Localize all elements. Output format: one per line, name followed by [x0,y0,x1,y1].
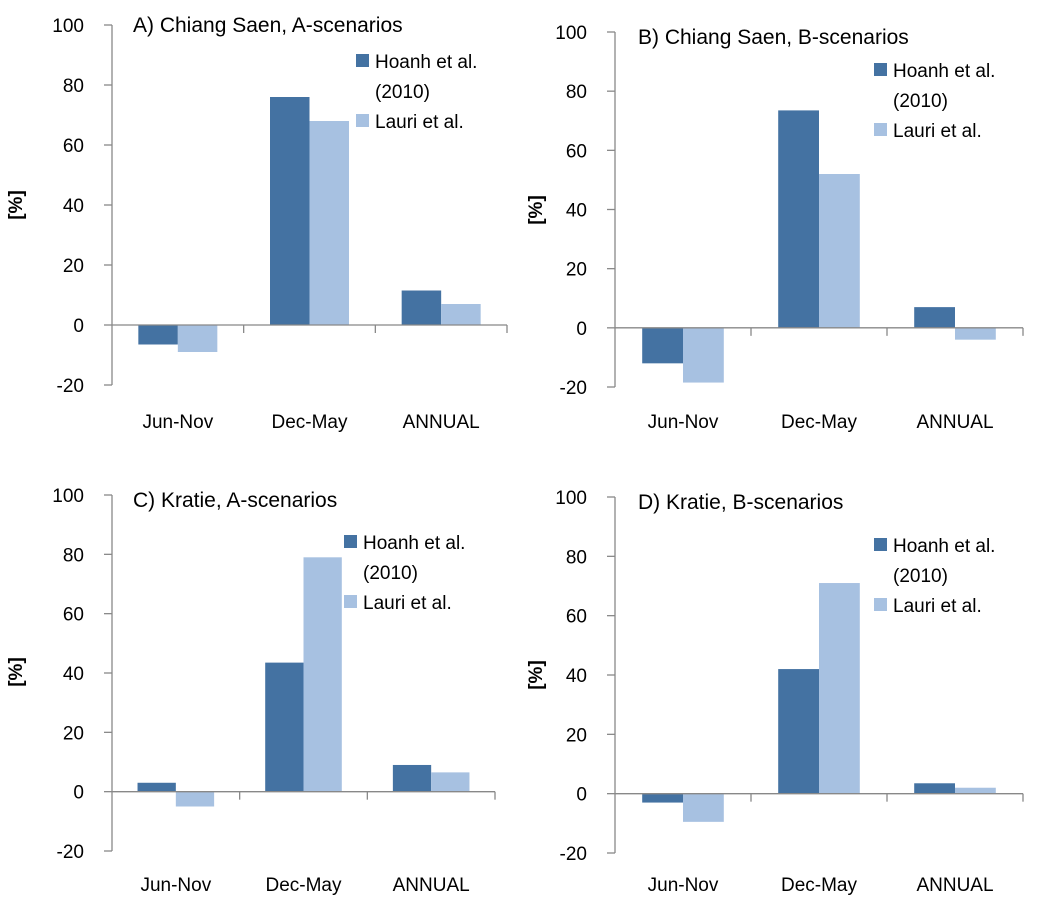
panel2-category-label-1: Jun-Nov [648,412,719,433]
panel4-title: D) Kratie, B-scenarios [638,491,843,514]
panel1-category-label-3: ANNUAL [403,412,480,433]
panel2-bar-series2-1 [683,327,724,383]
panel4-category-label-2: Dec-May [781,875,858,896]
panel2-legend-text-1-2: (2010) [893,91,948,112]
panel3-y-tick-label-2: 0 [73,783,84,804]
panel2-bar-series1-2 [778,110,819,328]
panel1-bar-series1-3 [401,290,442,325]
panel3-title: C) Kratie, A-scenarios [133,489,337,512]
panel3-category-label-1: Jun-Nov [140,875,211,896]
panel3-bar-series2-3 [431,772,470,792]
panel1-bar-series1-1 [138,325,178,345]
panel4-y-tick-label-5: 60 [566,607,587,628]
panel2-legend-swatch-1 [874,63,887,76]
panel1-legend-swatch-2 [356,114,369,127]
panel1-y-tick-label-1: -20 [57,376,84,397]
panel1-title: A) Chiang Saen, A-scenarios [133,14,403,37]
panel1-legend-text-1-2: (2010) [375,82,430,103]
panel2-y-tick-label-4: 40 [566,201,587,222]
panel1-legend-text-1-1: Hoanh et al. [375,52,477,73]
panel2-y-tick-label-7: 100 [555,23,587,44]
panel3-y-axis-label: [%] [6,657,27,687]
panel1-y-tick-label-2: 0 [73,316,84,337]
panel1-category-label-1: Jun-Nov [142,412,213,433]
panel3-y-tick-label-5: 60 [63,605,84,626]
panel1-bar-series2-3 [441,304,481,325]
panel3-bar-series1-1 [137,782,176,792]
panel2-legend-swatch-2 [874,123,887,136]
panel4-category-label-3: ANNUAL [916,875,993,896]
panel4-bar-series1-3 [914,783,955,794]
panel3-bar-series2-1 [175,791,215,807]
panel3-legend-swatch-2 [344,595,357,608]
panel1-y-axis-label: [%] [6,190,27,220]
panel2-y-tick-label-1: -20 [560,378,587,399]
panel2-y-tick-label-5: 60 [566,141,587,162]
panel1-legend-text-2-1: Lauri et al. [375,112,464,133]
panel3-bar-series1-2 [265,662,304,792]
panel1-bar-series2-2 [309,121,349,325]
panel3-legend-swatch-1 [344,535,357,548]
panel4-legend-text-1-1: Hoanh et al. [893,536,995,557]
panel4-legend-swatch-2 [874,598,887,611]
panel1-legend-swatch-1 [356,54,369,67]
panel2-y-tick-label-2: 0 [576,319,587,340]
panel4-bar-series2-2 [819,583,860,794]
panel4-bar-series1-1 [642,793,683,803]
panel2-bar-series2-3 [955,327,996,340]
panel1-y-tick-label-6: 80 [63,76,84,97]
panel4-legend-swatch-1 [874,538,887,551]
panel4-y-tick-label-7: 100 [555,488,587,509]
panel1-y-tick-label-5: 60 [63,136,84,157]
panel2-legend-text-1-1: Hoanh et al. [893,61,995,82]
panel4-y-tick-label-3: 20 [566,725,587,746]
panel4-y-axis-label: [%] [526,660,547,690]
panel3-bar-series1-3 [392,764,432,792]
panel3-y-tick-label-1: -20 [57,842,84,863]
panel4-y-tick-label-6: 80 [566,547,587,568]
panel2-legend-text-2-1: Lauri et al. [893,121,982,142]
panel1-y-tick-label-4: 40 [63,196,84,217]
panel2-y-axis-label: [%] [526,195,547,225]
panel3-legend-text-1-1: Hoanh et al. [363,533,465,554]
panel3-legend-text-1-2: (2010) [363,563,418,584]
panel2-bar-series1-1 [642,327,683,364]
panel4-y-tick-label-4: 40 [566,666,587,687]
panel4-y-tick-label-2: 0 [576,785,587,806]
panel3-bar-series2-2 [303,557,342,792]
panel1-y-tick-label-3: 20 [63,256,84,277]
panel1-bar-series2-1 [177,325,218,352]
panel2-y-tick-label-3: 20 [566,260,587,281]
panel4-legend-text-2-1: Lauri et al. [893,596,982,617]
panel3-y-tick-label-3: 20 [63,723,84,744]
panel1-category-label-2: Dec-May [271,412,348,433]
panel3-category-label-2: Dec-May [265,875,342,896]
panel2-bar-series2-2 [819,174,860,328]
panel3-y-tick-label-7: 100 [52,486,84,507]
panel1-bar-series1-2 [270,97,310,325]
panel3-y-tick-label-6: 80 [63,545,84,566]
panel4-bar-series1-2 [778,669,819,794]
panel4-bar-series2-3 [955,787,996,794]
panel1-y-tick-label-7: 100 [52,16,84,37]
panel2-y-tick-label-6: 80 [566,82,587,103]
panel2-category-label-3: ANNUAL [916,412,993,433]
panel3-y-tick-label-4: 40 [63,664,84,685]
panel4-legend-text-1-2: (2010) [893,566,948,587]
panel4-y-tick-label-1: -20 [560,844,587,865]
panel2-category-label-2: Dec-May [781,412,858,433]
panel3-category-label-3: ANNUAL [393,875,470,896]
panel4-category-label-1: Jun-Nov [648,875,719,896]
panel3-legend-text-2-1: Lauri et al. [363,593,452,614]
panel2-bar-series1-3 [914,307,955,328]
panel4-bar-series2-1 [683,793,724,822]
panel2-title: B) Chiang Saen, B-scenarios [638,26,909,49]
